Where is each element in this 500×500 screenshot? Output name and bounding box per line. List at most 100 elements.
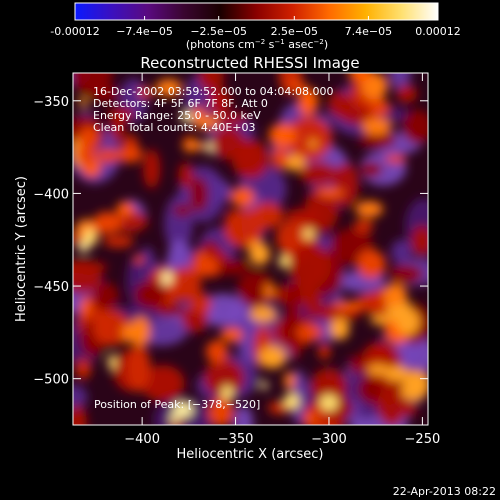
y-axis-ticks (73, 100, 428, 380)
heatmap-blob (333, 301, 363, 311)
heatmap-blob (141, 365, 185, 402)
heatmap-blob (182, 140, 206, 151)
x-tick-label: −250 (405, 432, 441, 447)
heatmap-blob (285, 116, 333, 161)
heatmap-peak (173, 401, 194, 418)
heatmap-blob (205, 142, 213, 154)
colorbar (74, 2, 439, 21)
heatmap-blob (390, 239, 413, 265)
y-tick-label: −400 (33, 187, 69, 202)
heatmap-blob (377, 384, 407, 425)
heatmap-blob (288, 243, 332, 289)
heatmap-blob (233, 405, 254, 425)
heatmap-blob (78, 97, 89, 107)
heatmap-blob (208, 397, 235, 425)
timestamp: 22-Apr-2013 08:22 (393, 485, 496, 498)
heatmap-blob (318, 343, 331, 360)
heatmap-blob (237, 270, 275, 308)
heatmap-blob (205, 340, 228, 364)
heatmap-blob (76, 142, 96, 167)
x-tick-label: −400 (124, 432, 160, 447)
heatmap-blob (223, 209, 264, 248)
colorbar-tick-label: 2.5e−05 (271, 25, 318, 38)
heatmap-blob (108, 353, 116, 371)
heatmap-blob (299, 161, 338, 186)
heatmap-blob (271, 147, 289, 169)
heatmap-blob (304, 186, 339, 233)
chart-title: Reconstructed RHESSI Image (140, 54, 359, 72)
colorbar-tick-labels: -0.00012 −7.4e−05 −2.5e−05 2.5e−05 7.4e−05 0.… (50, 25, 460, 38)
heatmap-blob (230, 187, 255, 207)
heatmap-blob (396, 84, 418, 103)
heatmap-blob (169, 414, 179, 424)
colorbar-ticks (74, 16, 439, 20)
heatmap-blob (249, 306, 277, 322)
heatmap-blob (92, 282, 119, 311)
plot-frame (72, 72, 429, 426)
heatmap-blob (355, 200, 384, 218)
heatmap-blob (89, 85, 120, 102)
heatmap-blob (278, 255, 290, 268)
y-tick-label: −350 (33, 95, 69, 110)
x-axis-ticks (141, 73, 423, 425)
heatmap-blob (214, 259, 250, 275)
annotation-block: 16-Dec-2002 03:59:52.000 to 04:04:08.000… (93, 85, 334, 134)
heatmap-blob (384, 366, 409, 382)
heatmap-blob (401, 381, 427, 401)
heatmap-blob (190, 292, 212, 314)
heatmap-blob (264, 283, 275, 300)
heatmap-blob (353, 218, 374, 234)
annotation-line: Energy Range: 25.0 - 50.0 keV (93, 109, 261, 122)
heatmap-blob (207, 88, 231, 114)
colorbar-units: (photons cm−2 s−1 asec−2) (186, 38, 328, 51)
heatmap-blob (73, 384, 88, 410)
heatmap-blob (161, 270, 173, 286)
heatmap-blob (220, 328, 243, 342)
heatmap-blob (297, 87, 319, 116)
heatmap-blob (80, 297, 90, 316)
heatmap-blob (107, 107, 135, 122)
heatmap-blob (133, 255, 144, 264)
heatmap-blob (96, 148, 119, 163)
heatmap-blob (126, 344, 151, 392)
heatmap-blob (296, 323, 323, 341)
heatmap-blob (178, 162, 193, 188)
heatmap-blob (388, 264, 424, 284)
heatmap-blob (192, 116, 219, 129)
heatmap-blob (180, 110, 192, 123)
heatmap-blob (73, 405, 87, 425)
heatmap-blob (249, 242, 271, 266)
heatmap-blob (395, 308, 420, 335)
heatmap-blob (92, 211, 122, 235)
heatmap-blob (103, 235, 134, 248)
colorbar-tick-label: 0.00012 (415, 25, 461, 38)
heatmap-blob (116, 201, 135, 216)
x-axis-label: Heliocentric X (arcsec) (177, 447, 324, 462)
colorbar-tick-label: −2.5e−05 (190, 25, 247, 38)
y-tick-label: −500 (33, 373, 69, 388)
heatmap-blob (134, 280, 167, 309)
heatmap-blob (268, 123, 297, 148)
y-axis-label: Heliocentric Y (arcsec) (14, 176, 29, 322)
peak-position-label: Position of Peak: [−378,−520] (94, 398, 260, 411)
heatmap-blob (411, 225, 428, 257)
heatmap-blob (192, 106, 205, 120)
heatmap-image (73, 73, 428, 425)
heatmap-blob (359, 161, 383, 178)
heatmap-blob (303, 414, 317, 423)
heatmap-blob (402, 401, 417, 417)
heatmap-blob (189, 176, 209, 212)
colorbar-tick-label: -0.00012 (50, 25, 99, 38)
heatmap-blob (73, 260, 108, 274)
heatmap-blob (137, 87, 155, 98)
heatmap-blob (348, 354, 363, 375)
annotation-line: Clean Total counts: 4.40E+03 (93, 121, 256, 134)
heatmap-blob (283, 393, 300, 410)
heatmap-blob (155, 78, 182, 97)
heatmap-blob (193, 256, 219, 276)
heatmap-blob (369, 99, 390, 117)
heatmap-blob (75, 358, 92, 380)
heatmap-blob (332, 162, 359, 208)
heatmap-blob (302, 228, 315, 239)
